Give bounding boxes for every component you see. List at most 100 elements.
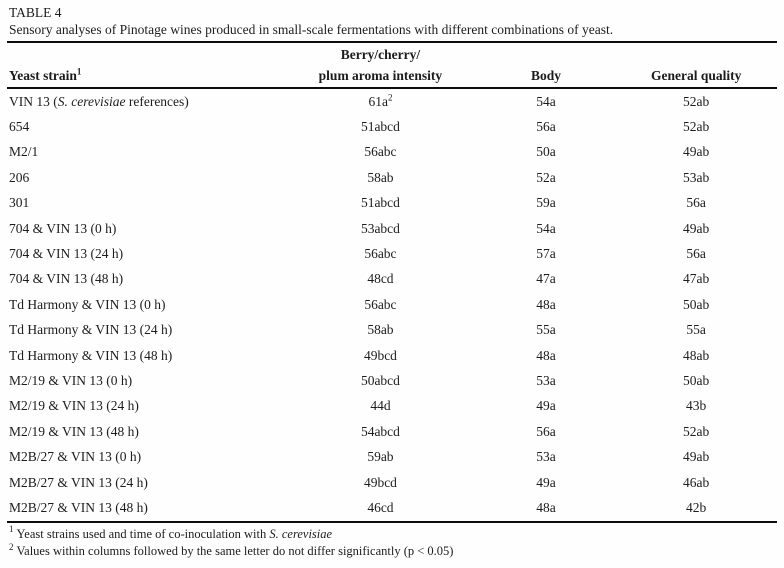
cell-body: 48a xyxy=(536,499,556,515)
cell-quality: 43b xyxy=(686,398,707,414)
species-name: S. cerevisiae xyxy=(57,93,126,109)
footnote-2-marker: 2 xyxy=(9,541,14,552)
cell-aroma: 53abcd xyxy=(360,220,400,236)
cell-strain: 206 xyxy=(9,169,30,185)
cell-strain: M2/1 xyxy=(9,144,39,160)
cell-aroma: 56abc xyxy=(364,246,397,262)
table-row: Td Harmony & VIN 13 (0 h) 56abc 48a 50ab xyxy=(7,292,777,317)
table-row: Td Harmony & VIN 13 (48 h) 49bcd 48a 48a… xyxy=(7,343,777,368)
footnote-2: 2 Values within columns followed by the s… xyxy=(9,541,777,561)
cell-body: 59a xyxy=(536,195,556,211)
header-spacer xyxy=(477,42,616,63)
footnote-1-text: Yeast strains used and time of co-inocul… xyxy=(16,526,270,541)
cell-body: 56a xyxy=(536,423,556,439)
cell-quality: 48ab xyxy=(683,347,710,363)
cell-aroma: 61a2 xyxy=(284,88,477,114)
sensory-analysis-table: Berry/cherry/ Yeast strain1 plum aroma i… xyxy=(7,41,777,523)
cell-quality: 52ab xyxy=(683,423,710,439)
cell-strain: M2B/27 & VIN 13 (0 h) xyxy=(9,449,142,465)
table-row: M2/19 & VIN 13 (48 h) 54abcd 56a 52ab xyxy=(7,419,777,444)
aroma-value: 61a xyxy=(368,93,388,109)
cell-aroma: 49bcd xyxy=(363,347,397,363)
header-spacer xyxy=(7,42,284,63)
cell-quality: 55a xyxy=(686,322,706,338)
cell-body: 57a xyxy=(536,246,556,262)
table-row: 654 51abcd 56a 52ab xyxy=(7,114,777,139)
table-row: Td Harmony & VIN 13 (24 h) 58ab 55a 55a xyxy=(7,318,777,343)
cell-quality: 52ab xyxy=(683,119,710,135)
cell-aroma: 56abc xyxy=(364,296,397,312)
cell-quality: 56a xyxy=(686,246,706,262)
cell-body: 53a xyxy=(536,372,556,388)
table-row: 704 & VIN 13 (24 h) 56abc 57a 56a xyxy=(7,241,777,266)
cell-body: 52a xyxy=(536,169,556,185)
cell-quality: 49ab xyxy=(683,220,710,236)
strain-prefix: VIN 13 ( xyxy=(9,93,58,109)
footnote-1-species-name: S. cerevisiae xyxy=(269,526,333,541)
cell-strain: 704 & VIN 13 (24 h) xyxy=(9,246,124,262)
cell-strain: M2B/27 & VIN 13 (48 h) xyxy=(9,499,148,515)
cell-body: 55a xyxy=(536,322,556,338)
footnotes: 1 Yeast strains used and time of co-inocu… xyxy=(7,525,777,561)
table-caption: Sensory analyses of Pinotage wines produ… xyxy=(9,22,614,37)
cell-strain: Td Harmony & VIN 13 (48 h) xyxy=(9,347,173,363)
table-row: M2B/27 & VIN 13 (24 h) 49bcd 49a 46ab xyxy=(7,470,777,495)
col-header-yeast-strain: Yeast strain1 xyxy=(7,63,284,88)
table-row: M2/19 & VIN 13 (24 h) 44d 49a 43b xyxy=(7,394,777,419)
cell-body: 53a xyxy=(536,449,556,465)
cell-body: 56a xyxy=(536,119,556,135)
cell-strain: M2/19 & VIN 13 (0 h) xyxy=(9,372,133,388)
cell-aroma: 59ab xyxy=(367,449,394,465)
cell-body: 48a xyxy=(536,347,556,363)
footnote-marker-2: 2 xyxy=(387,92,393,103)
cell-quality: 56a xyxy=(686,195,706,211)
cell-aroma: 58ab xyxy=(367,322,394,338)
strain-suffix: references) xyxy=(125,93,189,109)
cell-body: 54a xyxy=(536,93,556,109)
cell-strain: 704 & VIN 13 (0 h) xyxy=(9,220,117,236)
cell-strain: M2B/27 & VIN 13 (24 h) xyxy=(9,474,148,490)
cell-quality: 49ab xyxy=(683,449,710,465)
table-row: 206 58ab 52a 53ab xyxy=(7,165,777,190)
cell-aroma: 50abcd xyxy=(360,372,400,388)
cell-aroma: 46cd xyxy=(367,499,394,515)
table-number-label: TABLE 4 xyxy=(9,5,62,20)
cell-strain: M2/19 & VIN 13 (48 h) xyxy=(9,423,139,439)
cell-quality: 47ab xyxy=(683,271,710,287)
cell-aroma: 51abcd xyxy=(360,195,400,211)
col-header-general-quality: General quality xyxy=(650,68,742,83)
cell-aroma: 48cd xyxy=(367,271,394,287)
header-spacer xyxy=(615,42,777,63)
cell-strain: VIN 13 (S. cerevisiae references) xyxy=(7,88,284,114)
table-row: 704 & VIN 13 (0 h) 53abcd 54a 49ab xyxy=(7,216,777,241)
cell-quality: 46ab xyxy=(683,474,710,490)
cell-quality: 49ab xyxy=(683,144,710,160)
cell-aroma: 51abcd xyxy=(360,119,400,135)
footnote-1: 1 Yeast strains used and time of co-inocu… xyxy=(9,525,777,544)
cell-strain: M2/19 & VIN 13 (24 h) xyxy=(9,398,139,414)
col-header-aroma-line1: Berry/cherry/ xyxy=(340,47,421,62)
header-row-2: Yeast strain1 plum aroma intensity Body … xyxy=(7,63,777,88)
cell-quality: 42b xyxy=(686,499,707,515)
cell-body: 47a xyxy=(536,271,556,287)
cell-body: 49a xyxy=(536,474,556,490)
table-row: 301 51abcd 59a 56a xyxy=(7,191,777,216)
table-header: Berry/cherry/ Yeast strain1 plum aroma i… xyxy=(7,42,777,88)
cell-aroma: 54abcd xyxy=(360,423,400,439)
col-header-yeast-strain-text: Yeast strain xyxy=(9,68,77,83)
table-row: M2/1 56abc 50a 49ab xyxy=(7,140,777,165)
cell-body: 49a xyxy=(536,398,556,414)
col-header-aroma-line2: plum aroma intensity xyxy=(318,68,443,83)
cell-aroma: 58ab xyxy=(367,169,394,185)
cell-strain: Td Harmony & VIN 13 (0 h) xyxy=(9,296,166,312)
cell-body: 48a xyxy=(536,296,556,312)
table-row-reference: VIN 13 (S. cerevisiae references) 61a2 5… xyxy=(7,88,777,114)
cell-quality: 50ab xyxy=(683,296,710,312)
table-row: 704 & VIN 13 (48 h) 48cd 47a 47ab xyxy=(7,267,777,292)
cell-strain: 301 xyxy=(9,195,30,211)
cell-quality: 52ab xyxy=(683,93,710,109)
table-row: M2/19 & VIN 13 (0 h) 50abcd 53a 50ab xyxy=(7,368,777,393)
cell-aroma: 44d xyxy=(370,398,391,414)
footnote-2-text: Values within columns followed by the sa… xyxy=(16,544,454,559)
